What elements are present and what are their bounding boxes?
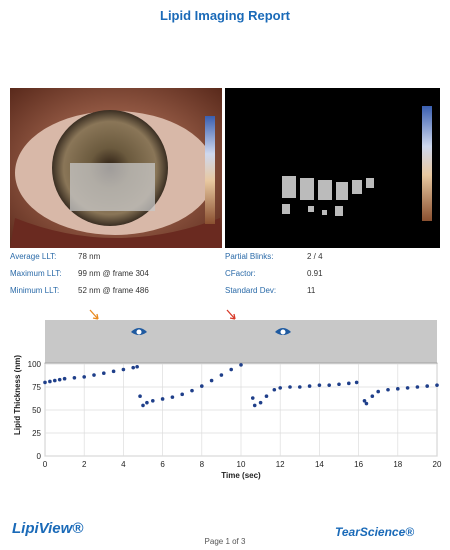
data-point [376,389,381,394]
data-point [72,376,77,380]
data-point [200,384,204,388]
data-point [53,378,57,383]
data-point [138,394,142,398]
data-point [209,378,214,383]
stat-label: Partial Blinks: [225,252,274,261]
y-tick-label: 75 [32,383,41,392]
data-point [229,367,233,372]
reflection [70,163,155,211]
logo-left: LipiView® [12,520,84,537]
data-point [386,387,390,392]
data-point [327,383,332,387]
data-point [48,379,52,384]
eye-icon [131,328,147,335]
data-point [160,397,165,401]
data-point [219,373,224,377]
x-tick-label: 0 [43,460,48,469]
stat-label: Minimum LLT: [10,286,60,295]
data-point [415,385,420,389]
data-point [250,396,255,400]
y-tick-label: 100 [28,360,42,369]
x-tick-label: 10 [237,460,246,469]
data-point [170,395,175,399]
data-point [141,403,145,408]
stat-label: Standard Dev: [225,286,277,295]
data-point [370,394,375,398]
data-point [298,385,302,389]
data-point [145,400,149,405]
color-scale [422,106,432,221]
lower-lid [10,218,222,248]
stat-value: 2 / 4 [307,252,323,261]
data-point [258,400,263,405]
x-tick-label: 18 [393,460,402,469]
x-tick-label: 8 [200,460,205,469]
data-point [364,401,369,406]
data-point [111,369,116,374]
report-title: Lipid Imaging Report [160,8,290,23]
stat-value: 99 nm @ frame 304 [78,269,149,278]
data-point [135,364,139,369]
data-point [288,385,292,389]
data-point [337,382,341,387]
data-point [82,375,86,379]
stat-value: 11 [307,286,316,295]
x-tick-label: 4 [121,460,126,469]
stat-value: 52 nm @ frame 486 [78,286,149,295]
chart: 0 25 50 75 100 0 2 4 6 8 10 12 14 16 18 20 Time (sec) Lip… [13,309,442,480]
data-point [121,367,126,372]
x-tick-label: 6 [160,460,165,469]
data-point [272,387,277,392]
x-axis-label: Time (sec) [221,471,261,480]
data-point [252,403,257,408]
data-point [62,376,67,381]
x-tick-label: 2 [82,460,87,469]
data-point [347,381,351,386]
x-tick-label: 20 [433,460,442,469]
data-point [354,380,359,385]
y-tick-label: 25 [32,429,41,438]
data-point [102,371,106,375]
stat-label: CFactor: [225,269,256,278]
data-point [57,377,62,382]
logo-right: TearScience® [335,525,415,539]
data-point [396,387,400,391]
data-point [307,384,312,388]
data-point [362,399,367,403]
data-point [278,386,283,390]
stat-value: 78 nm [78,252,101,261]
data-point [131,365,135,370]
arrow [226,309,236,320]
lipid-patches [282,176,374,216]
y-tick-label: 50 [32,406,41,415]
stat-label: Maximum LLT: [10,269,62,278]
color-scale [205,116,215,224]
data-point [239,363,243,367]
data-point [405,386,410,390]
page-number: Page 1 of 3 [204,537,246,546]
blink-band [45,320,437,363]
data-point [92,373,96,377]
data-point [264,394,269,398]
stat-label: Average LLT: [10,252,57,261]
y-axis-label: Lipid Thickness (nm) [13,355,22,435]
arrow [89,309,99,320]
data-point [190,388,194,393]
data-point [180,392,184,397]
data-point [43,380,47,385]
x-tick-label: 16 [354,460,363,469]
lipid-map [225,88,440,248]
stat-value: 0.91 [307,269,323,278]
data-point [151,399,155,403]
data-point [435,383,439,387]
data-point [317,383,322,387]
y-tick-label: 0 [37,452,42,461]
x-tick-label: 14 [315,460,324,469]
eye-icon [275,328,291,335]
lipid-images [10,88,440,248]
x-tick-label: 12 [276,460,285,469]
data-point [425,384,430,388]
